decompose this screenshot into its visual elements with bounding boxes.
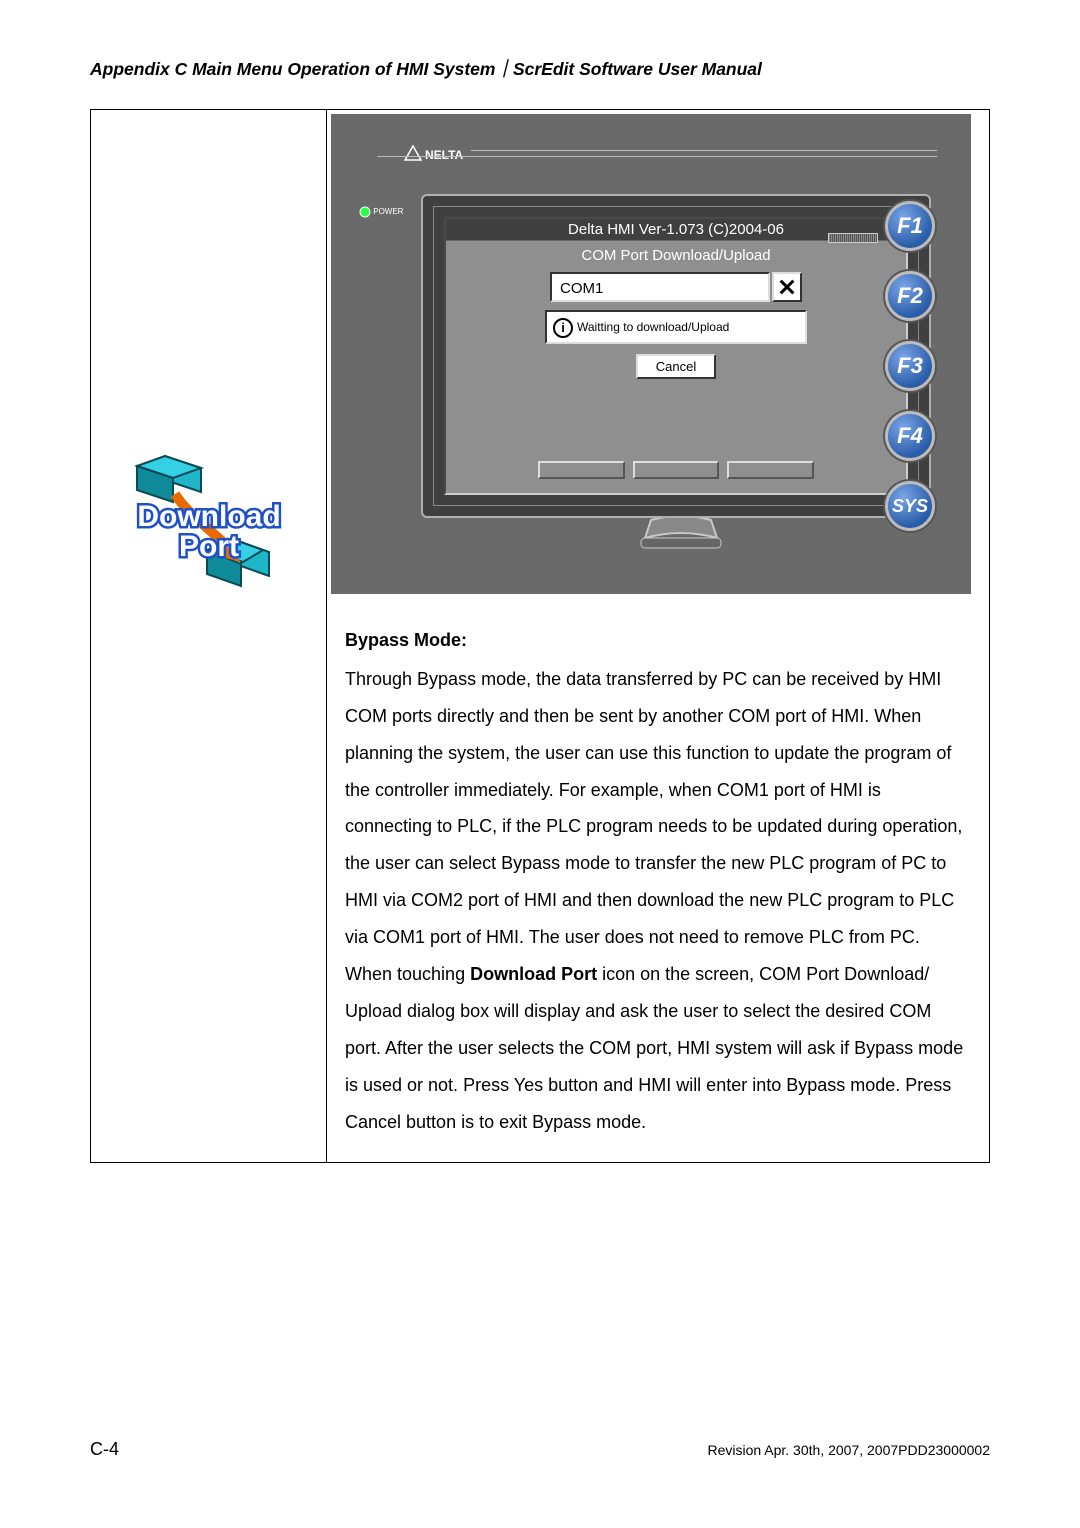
dialog-subtitle: COM Port Download/Upload xyxy=(446,241,906,272)
f4-button[interactable]: F4 xyxy=(885,411,935,461)
hmi-monitor: Delta HMI Ver-1.073 (C)2004-06 COM Port … xyxy=(421,194,931,518)
status-message: iWaitting to download/Upload xyxy=(545,310,807,344)
page-number: C-4 xyxy=(90,1439,119,1460)
close-button[interactable] xyxy=(772,272,802,302)
delta-logo-icon: NELTA xyxy=(397,144,467,164)
f3-button[interactable]: F3 xyxy=(885,341,935,391)
page-header: Appendix C Main Menu Operation of HMI Sy… xyxy=(90,56,990,81)
paragraph-1: Through Bypass mode, the data transferre… xyxy=(345,669,962,947)
info-icon: i xyxy=(553,318,573,338)
content-table: Download Download Port Port NELTA xyxy=(90,109,990,1163)
power-led-label: POWER xyxy=(359,206,403,218)
hmi-screenshot: NELTA POWER Delta HMI Ver-1.073 (C)2004-… xyxy=(331,114,971,594)
f2-button[interactable]: F2 xyxy=(885,271,935,321)
icon-text-line2: Port xyxy=(179,530,239,563)
section-title: Bypass Mode: xyxy=(345,622,971,659)
svg-text:NELTA: NELTA xyxy=(425,148,464,162)
revision-text: Revision Apr. 30th, 2007, 2007PDD2300000… xyxy=(707,1442,990,1458)
monitor-stand-icon xyxy=(631,518,731,552)
f1-button[interactable]: F1 xyxy=(885,201,935,251)
cancel-button[interactable]: Cancel xyxy=(636,354,716,379)
bottom-tabs xyxy=(538,461,814,479)
titlebar-grip-icon xyxy=(828,233,878,243)
paragraph-2-pre: When touching xyxy=(345,964,470,984)
sys-button[interactable]: SYS xyxy=(885,481,935,531)
paragraph-2-post: icon on the screen, COM Port Download/ U… xyxy=(345,964,963,1132)
icon-text-line1: Download xyxy=(137,500,280,533)
download-port-icon: Download Download Port Port xyxy=(91,450,326,595)
paragraph-2-bold: Download Port xyxy=(470,964,597,984)
com-port-select[interactable]: COM1 xyxy=(550,272,770,302)
